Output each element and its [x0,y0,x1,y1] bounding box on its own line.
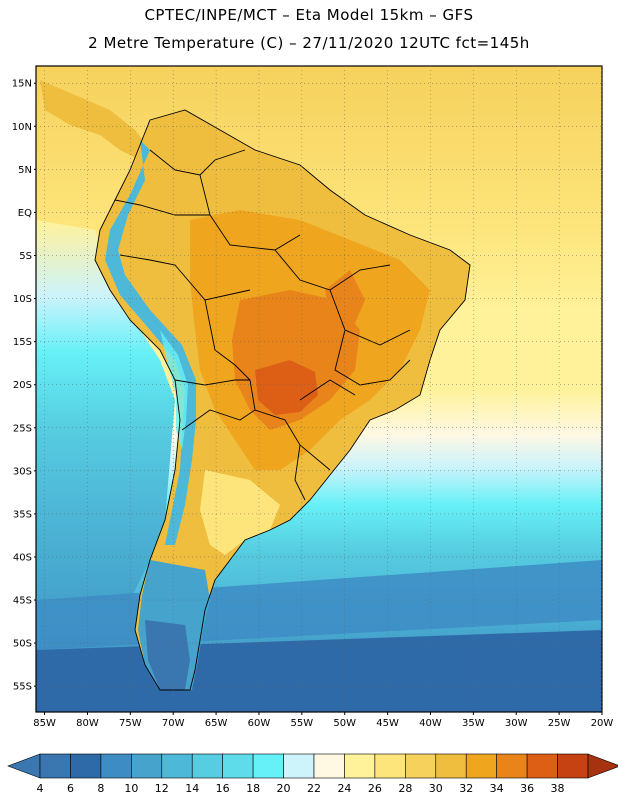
colorbar-swatch [100,753,132,779]
andes-strip [105,140,196,545]
gridlines [34,66,603,715]
lat-label: 45S [13,596,32,607]
lon-label: 70W [162,718,185,729]
pacific-band [36,220,175,600]
colorbar-label: 10 [124,782,138,795]
lat-label: 10S [13,294,32,305]
lon-label: 60W [248,718,271,729]
colorbar-label: 20 [277,782,291,795]
lat-label: 35S [13,509,32,520]
colorbar-swatch [161,753,193,779]
colorbar-label: 4 [37,782,44,795]
colorbar-label: 8 [97,782,104,795]
colorbar-swatch [344,753,376,779]
colorbar-label: 26 [368,782,382,795]
lat-label: 25S [13,423,32,434]
colorbar-label: 34 [490,782,504,795]
colorbar-swatch [374,753,406,779]
title-line-1: CPTEC/INPE/MCT – Eta Model 15km – GFS [144,6,474,24]
colorbar-swatch [465,753,497,779]
lon-label: 40W [419,718,442,729]
colorbar-label: 6 [67,782,74,795]
colorbar-label: 12 [155,782,169,795]
lat-label: 50S [13,639,32,650]
colorbar-label: 32 [459,782,473,795]
lat-label: 15S [13,337,32,348]
colorbar-label: 16 [216,782,230,795]
lat-label: EQ [18,208,32,219]
andes-cold-core [160,330,188,450]
lat-label: 30S [13,466,32,477]
colorbar-swatch [39,753,71,779]
lon-label: 50W [333,718,356,729]
lat-label: 40S [13,552,32,563]
colorbar-swatch [496,753,528,779]
lon-label: 80W [76,718,99,729]
lon-label: 85W [33,718,56,729]
map-frame [35,65,603,713]
lat-label: 5N [18,165,32,176]
colorbar-labels: 4 6 8 10 12 14 16 18 20 22 24 26 28 30 32 34 36 38 [37,782,565,795]
colorbar-label: 38 [551,782,565,795]
colorbar-label: 24 [337,782,351,795]
colorbar-label: 30 [429,782,443,795]
lon-label: 30W [505,718,528,729]
central-america [40,80,150,160]
colorbar-swatch [526,753,558,779]
colorbar-swatch [313,753,345,779]
hot-nordeste [325,270,365,330]
lat-label: 10N [12,122,32,133]
lon-label: 25W [548,718,571,729]
colorbar-swatch [405,753,437,779]
lat-label: 20S [13,380,32,391]
colorbar-swatch [70,753,102,779]
colorbar-label: 28 [398,782,412,795]
colorbar-label: 36 [520,782,534,795]
map-area [36,66,602,712]
hottest-core [255,360,318,415]
lat-label: 5S [19,251,32,262]
lon-label: 45W [376,718,399,729]
colorbar-swatch [557,753,589,779]
colorbar-swatch [131,753,163,779]
colorbar-swatch [191,753,223,779]
title-line-2: 2 Metre Temperature (C) – 27/11/2020 12U… [88,34,530,52]
colorbar-label: 18 [246,782,260,795]
colorbar-swatch [435,753,467,779]
lon-label: 65W [205,718,228,729]
lon-label: 35W [462,718,485,729]
lon-label: 75W [119,718,142,729]
colorbar-label: 14 [185,782,199,795]
patagonia-south [145,620,190,690]
lon-label: 20W [591,718,614,729]
lat-label: 55S [13,682,32,693]
lat-label: 15N [12,79,32,90]
colorbar-label: 22 [307,782,321,795]
colorbar-over-arrow [587,753,618,779]
latitude-labels: 15N 10N 5N EQ 5S 10S 15S 20S 25S 30S 35S 40S 45S 50S 5… [12,79,32,693]
country-borders [94,109,471,691]
colorbar [7,753,618,779]
colorbar-under-arrow [7,753,41,779]
longitude-labels: 85W 80W 75W 70W 65W 60W 55W 50W 45W 40W 35W 30W 25W 2… [33,718,613,729]
colorbar-swatch [283,753,315,779]
colorbar-swatch [222,753,254,779]
lon-label: 55W [291,718,314,729]
colorbar-swatch [252,753,284,779]
